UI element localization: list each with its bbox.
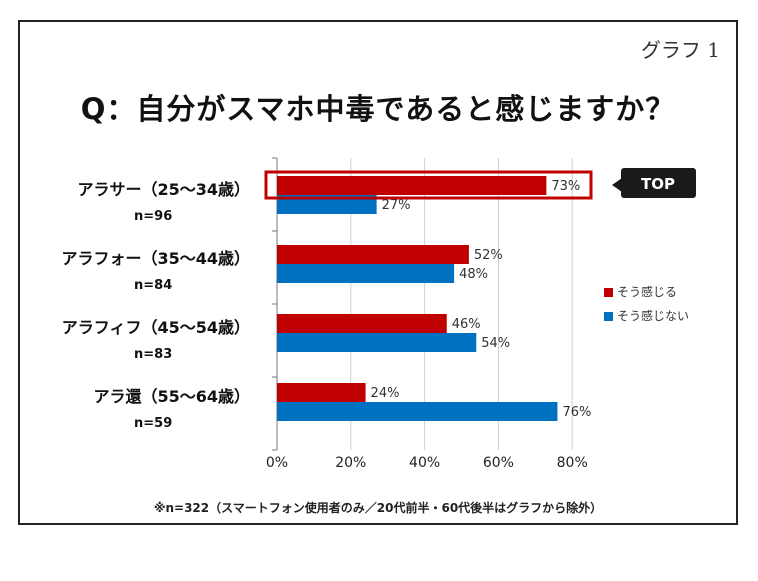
graph-frame: グラフ 1 Q：自分がスマホ中毒であると感じますか？ ※n=322（スマートフォ… [18, 20, 738, 525]
legend-label: そう感じない [617, 308, 689, 323]
category-n-label: n=96 [134, 209, 172, 224]
top-badge-text: TOP [641, 175, 675, 193]
category-label: アラサー（25～34歳） [77, 180, 250, 199]
data-label: 73% [551, 179, 580, 194]
bar-series1 [277, 245, 469, 264]
bar-series2 [277, 402, 558, 421]
footnote: ※n=322（スマートフォン使用者のみ／20代前半・60代後半はグラフから除外） [153, 501, 603, 515]
data-label: 52% [474, 248, 503, 263]
legend-label: そう感じる [617, 284, 677, 299]
bar-series2 [277, 264, 455, 283]
x-tick-label: 60% [483, 455, 514, 471]
category-n-label: n=84 [134, 278, 172, 293]
x-tick-label: 0% [266, 455, 288, 471]
x-tick-label: 40% [409, 455, 440, 471]
graph-label: グラフ 1 [640, 38, 720, 62]
data-label: 76% [562, 405, 591, 420]
bar-series1 [277, 314, 447, 333]
data-label: 46% [452, 317, 481, 332]
bar-series1 [277, 383, 366, 402]
category-label: アラ還（55～64歳） [93, 387, 250, 406]
data-label: 27% [382, 198, 411, 213]
bar-series1 [277, 176, 547, 195]
legend-swatch [604, 312, 613, 321]
bar-series2 [277, 333, 477, 352]
x-tick-label: 20% [335, 455, 366, 471]
bar-series2 [277, 195, 377, 214]
top-badge [621, 168, 696, 198]
data-label: 24% [371, 386, 400, 401]
category-n-label: n=83 [134, 347, 172, 362]
legend-swatch [604, 288, 613, 297]
category-label: アラフィフ（45～54歳） [62, 318, 250, 337]
category-n-label: n=59 [134, 416, 172, 431]
highlight-box [264, 170, 593, 200]
data-label: 54% [481, 336, 510, 351]
badge-pointer [612, 178, 622, 192]
chart-title: Q：自分がスマホ中毒であると感じますか？ [80, 92, 676, 126]
category-label: アラフォー（35～44歳） [61, 249, 250, 268]
data-label: 48% [459, 267, 488, 282]
x-tick-label: 80% [557, 455, 588, 471]
